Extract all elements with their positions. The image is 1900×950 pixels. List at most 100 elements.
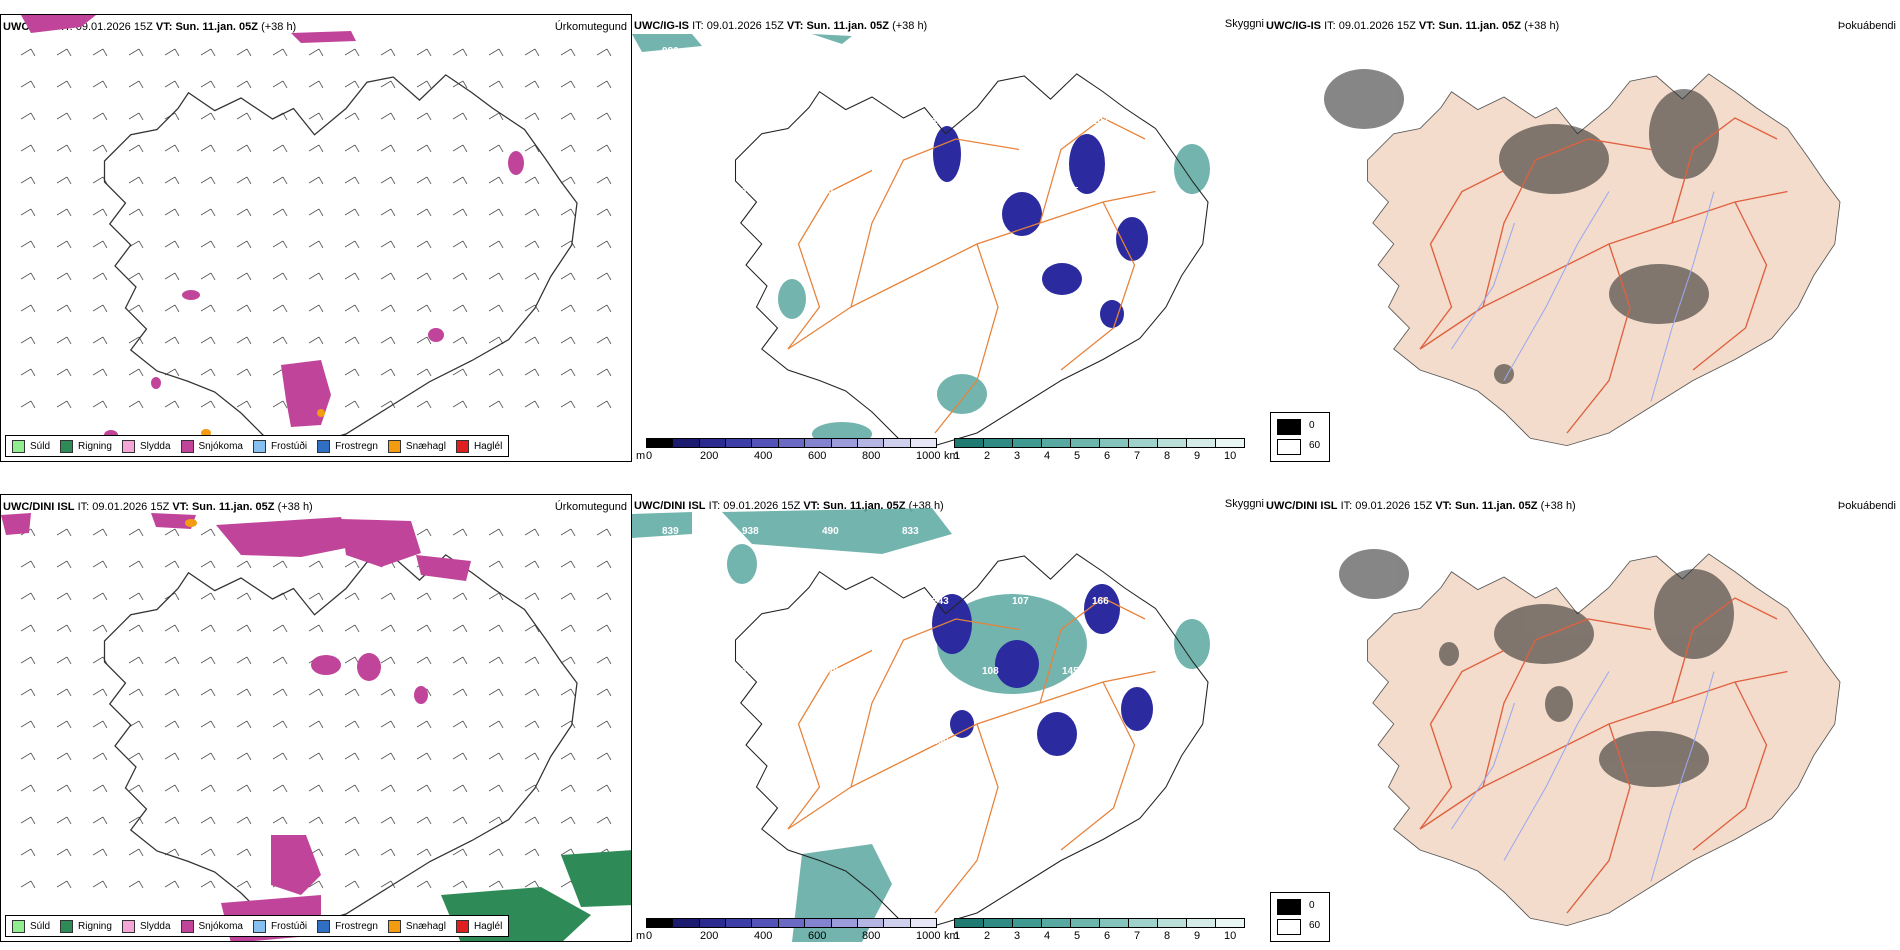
cloud-base-value-label: 93	[1062, 46, 1074, 57]
legend-swatch	[12, 439, 25, 453]
wind-barb	[524, 560, 540, 569]
panel-title: UWC/DINI ISL IT: 09.01.2026 15Z VT: Sun.…	[1266, 500, 1576, 512]
wind-barb	[344, 848, 360, 857]
wind-barb	[596, 368, 612, 377]
wind-barb	[236, 752, 252, 761]
cloud-base-value-label: 128	[902, 186, 919, 197]
wind-barb	[92, 784, 108, 793]
wind-barb	[416, 816, 432, 825]
river-line	[1650, 191, 1715, 402]
colorbar-segment	[909, 918, 937, 928]
wind-barb	[452, 304, 468, 313]
wind-barb	[488, 240, 504, 249]
fog-key: 0 60	[1270, 412, 1330, 462]
road-line	[1671, 597, 1778, 704]
legend-item: Haglél	[455, 439, 502, 453]
wind-barb	[20, 368, 36, 377]
colorbar-unit: m	[636, 930, 646, 942]
road-line	[1419, 169, 1505, 350]
fog-indicator-label: Þokuábendi	[1837, 20, 1896, 32]
road-line	[934, 723, 999, 914]
wind-barb	[524, 880, 540, 889]
wind-barb	[488, 816, 504, 825]
wind-barb	[416, 624, 432, 633]
wind-barb	[92, 592, 108, 601]
wind-barb	[560, 752, 576, 761]
wind-barb	[452, 688, 468, 697]
colorbar-tick: 4	[1044, 450, 1051, 462]
wind-barb	[236, 112, 252, 121]
wind-barb	[452, 112, 468, 121]
visibility-label: Skyggni	[1224, 18, 1264, 30]
wind-barb	[272, 816, 288, 825]
wind-barb	[416, 304, 432, 313]
wind-barb	[344, 144, 360, 153]
wind-barb	[20, 880, 36, 889]
wind-barb	[92, 752, 108, 761]
wind-barb	[128, 304, 144, 313]
colorbar-segment	[983, 918, 1013, 928]
wind-barb	[560, 400, 576, 409]
wind-barb	[380, 176, 396, 185]
colorbar-segment	[1041, 918, 1071, 928]
colorbar-tick: 0	[646, 450, 653, 462]
wind-barb	[488, 528, 504, 537]
fog-key-label: 0	[1309, 900, 1315, 911]
wind-barb	[200, 272, 216, 281]
wind-barb	[452, 848, 468, 857]
wind-barb	[164, 400, 180, 409]
legend-swatch	[60, 439, 74, 453]
wind-barb	[20, 560, 36, 569]
legend-item: Snjókoma	[180, 439, 243, 453]
wind-barb	[236, 368, 252, 377]
wind-barb	[56, 368, 72, 377]
wind-barb	[200, 880, 216, 889]
wind-barb	[128, 656, 144, 665]
wind-barb	[56, 80, 72, 89]
wind-barb	[20, 80, 36, 89]
wind-barb	[452, 272, 468, 281]
wind-barb	[344, 720, 360, 729]
colorbar-tick: 4	[1044, 930, 1051, 942]
wind-barb	[308, 688, 324, 697]
wind-barb	[560, 816, 576, 825]
wind-barb	[596, 400, 612, 409]
fog-indicator-map	[1324, 69, 1841, 447]
wind-barb	[164, 752, 180, 761]
cloud-base-value-label: 938	[742, 526, 759, 537]
wind-barb	[236, 80, 252, 89]
wind-barb	[200, 784, 216, 793]
colorbar-segment	[1012, 438, 1042, 448]
wind-barb	[272, 176, 288, 185]
wind-barb	[92, 144, 108, 153]
wind-barb	[344, 112, 360, 121]
wind-barb	[308, 336, 324, 345]
fog-key-swatch-white	[1277, 919, 1301, 935]
colorbar-tick: 200	[700, 930, 719, 942]
legend-item: Haglél	[455, 919, 502, 933]
road-line	[1060, 201, 1136, 371]
wind-barb	[20, 48, 36, 57]
legend-swatch	[455, 439, 469, 453]
legend-item: Snjókoma	[180, 919, 243, 933]
colorbar-tick: 8	[1164, 930, 1171, 942]
wind-barb	[452, 720, 468, 729]
legend-item: Rigning	[60, 919, 112, 933]
wind-barb	[380, 720, 396, 729]
colorbar-segment	[856, 438, 885, 448]
colorbar-segment	[646, 918, 674, 928]
wind-barb	[524, 368, 540, 377]
wind-barb	[236, 272, 252, 281]
wind-barb	[128, 112, 144, 121]
wind-barb	[20, 304, 36, 313]
wind-barb	[308, 144, 324, 153]
wind-barb	[272, 688, 288, 697]
wind-barb	[236, 240, 252, 249]
colorbar-tick: 2	[984, 450, 991, 462]
wind-barb	[20, 400, 36, 409]
panel-title: UWC/IG-IS IT: 09.01.2026 15Z VT: Sun. 11…	[634, 20, 928, 32]
wind-barb	[596, 784, 612, 793]
wind-barb	[272, 560, 288, 569]
wind-barb	[164, 528, 180, 537]
colorbar-segment	[883, 918, 911, 928]
